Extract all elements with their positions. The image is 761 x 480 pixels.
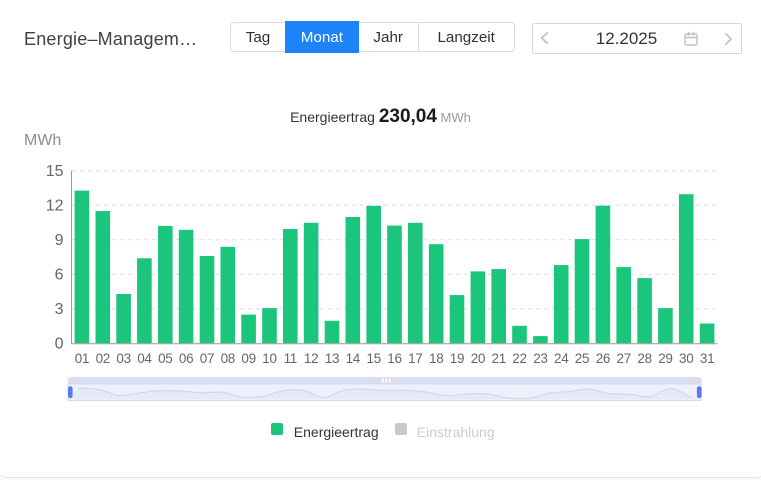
svg-text:03: 03 xyxy=(116,351,130,366)
svg-text:05: 05 xyxy=(158,351,172,366)
svg-text:9: 9 xyxy=(55,232,64,249)
svg-text:6: 6 xyxy=(55,267,64,284)
svg-text:07: 07 xyxy=(200,351,214,366)
svg-text:15: 15 xyxy=(366,351,380,366)
svg-text:14: 14 xyxy=(346,351,361,366)
svg-text:31: 31 xyxy=(700,351,714,366)
svg-text:09: 09 xyxy=(241,351,255,366)
svg-text:17: 17 xyxy=(408,351,422,366)
svg-text:06: 06 xyxy=(179,351,193,366)
svg-text:25: 25 xyxy=(575,351,589,366)
svg-text:19: 19 xyxy=(450,351,464,366)
svg-text:12: 12 xyxy=(304,351,318,366)
svg-text:04: 04 xyxy=(137,351,152,366)
svg-text:15: 15 xyxy=(46,163,64,180)
svg-text:18: 18 xyxy=(429,351,443,366)
svg-text:21: 21 xyxy=(491,351,505,366)
svg-text:26: 26 xyxy=(596,351,610,366)
svg-text:30: 30 xyxy=(679,351,693,366)
svg-text:08: 08 xyxy=(221,351,235,366)
svg-text:01: 01 xyxy=(75,351,89,366)
svg-text:16: 16 xyxy=(387,351,401,366)
svg-text:3: 3 xyxy=(55,301,64,318)
svg-text:29: 29 xyxy=(658,351,672,366)
svg-text:0: 0 xyxy=(55,336,64,353)
svg-text:23: 23 xyxy=(533,351,547,366)
svg-text:20: 20 xyxy=(471,351,485,366)
svg-text:13: 13 xyxy=(325,351,339,366)
svg-text:11: 11 xyxy=(284,351,297,366)
svg-text:27: 27 xyxy=(616,351,630,366)
svg-text:12: 12 xyxy=(46,198,64,215)
svg-text:22: 22 xyxy=(512,351,526,366)
svg-text:10: 10 xyxy=(262,351,276,366)
svg-text:28: 28 xyxy=(637,351,651,366)
svg-text:02: 02 xyxy=(96,351,110,366)
svg-text:24: 24 xyxy=(554,351,569,366)
